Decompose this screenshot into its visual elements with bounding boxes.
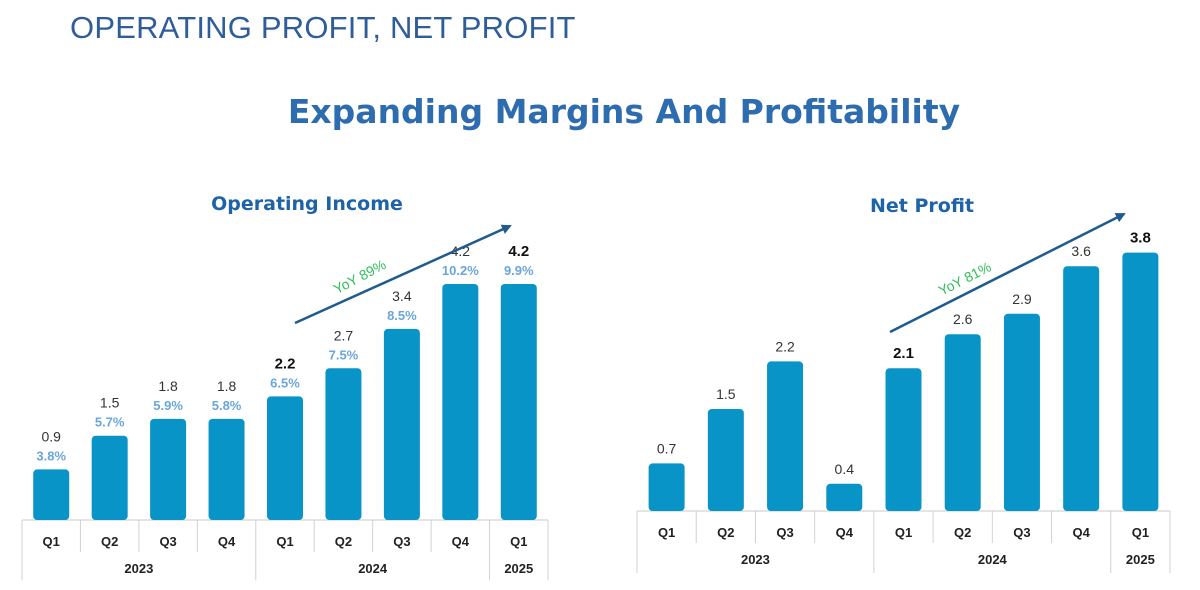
tick-label: Q2: [101, 534, 118, 549]
tick-label: Q3: [393, 534, 410, 549]
trend-arrow: [889, 212, 1126, 334]
value-label: 1.8: [158, 378, 178, 394]
bar-q1-0: [33, 469, 70, 520]
value-label: 3.8: [1130, 230, 1151, 247]
year-label: 2024: [978, 552, 1008, 567]
tick-label: Q3: [1013, 525, 1030, 540]
bar-q3-6: [383, 328, 420, 520]
year-label: 2025: [504, 561, 533, 576]
margin-label: 5.8%: [212, 398, 242, 413]
year-label: 2024: [358, 561, 388, 576]
page-title: Expanding Margins And Profitability: [287, 92, 961, 131]
bar-q2-5: [325, 368, 362, 520]
value-label: 1.5: [716, 386, 736, 402]
bar-q1-0: [648, 463, 685, 511]
yoy-annotation: YoY 89%: [331, 256, 389, 297]
value-label: 0.9: [41, 428, 61, 444]
yoy-annotation: YoY 81%: [936, 259, 994, 299]
tick-label: Q1: [43, 534, 60, 549]
tick-label: Q2: [335, 534, 352, 549]
page-header: OPERATING PROFIT, NET PROFIT: [70, 10, 576, 45]
chart-title: Operating Income: [211, 193, 403, 215]
value-label: 2.1: [893, 345, 914, 362]
tick-label: Q1: [895, 525, 912, 540]
margin-label: 7.5%: [329, 347, 359, 362]
bar-q3-2: [150, 418, 187, 520]
bar-q4-7: [442, 283, 479, 520]
year-label: 2023: [741, 552, 770, 567]
bar-q4-3: [826, 483, 863, 511]
value-label: 3.6: [1071, 243, 1091, 259]
value-label: 2.2: [775, 338, 795, 354]
bar-q1-8: [1122, 252, 1159, 511]
bar-q4-7: [1063, 266, 1100, 511]
value-label: 2.2: [275, 355, 296, 372]
tick-label: Q4: [836, 525, 854, 540]
value-label: 4.2: [508, 243, 529, 260]
bar-q1-4: [267, 396, 303, 520]
tick-label: Q4: [1072, 525, 1090, 540]
bar-q1-8: [500, 283, 537, 520]
tick-label: Q4: [218, 534, 236, 549]
chart-net-profit: Net Profit 0.7 Q1 1.5 Q2 2.2 Q3 0.4 Q4 2.1 Q1 2.6 Q2…: [636, 195, 1171, 573]
value-label: 1.8: [217, 378, 237, 394]
bar-q2-1: [91, 435, 128, 520]
bar-q4-3: [208, 418, 245, 520]
tick-label: Q3: [159, 534, 176, 549]
margin-label: 5.7%: [95, 415, 125, 430]
value-label: 2.7: [334, 327, 354, 343]
tick-label: Q4: [452, 534, 470, 549]
tick-label: Q2: [717, 525, 734, 540]
tick-label: Q1: [1132, 525, 1149, 540]
trend-arrow: [294, 224, 512, 325]
value-label: 2.6: [953, 311, 973, 327]
tick-label: Q3: [776, 525, 793, 540]
margin-label: 5.9%: [153, 398, 183, 413]
margin-label: 9.9%: [504, 263, 534, 278]
bar-q2-5: [944, 334, 981, 511]
value-label: 0.4: [835, 461, 855, 477]
margin-label: 3.8%: [36, 448, 66, 463]
year-label: 2025: [1126, 552, 1155, 567]
margin-label: 6.5%: [270, 375, 300, 390]
tick-label: Q2: [954, 525, 971, 540]
margin-label: 10.2%: [442, 263, 479, 278]
value-label: 3.4: [392, 288, 412, 304]
bar-q3-6: [1003, 313, 1040, 511]
bar-q1-4: [885, 368, 922, 511]
tick-label: Q1: [510, 534, 527, 549]
tick-label: Q1: [658, 525, 675, 540]
year-label: 2023: [124, 561, 153, 576]
margin-label: 8.5%: [387, 308, 417, 323]
bar-q2-1: [707, 409, 744, 511]
tick-label: Q1: [276, 534, 293, 549]
value-label: 1.5: [100, 395, 120, 411]
value-label: 2.9: [1012, 291, 1032, 307]
chart-title: Net Profit: [870, 195, 974, 217]
bar-q3-2: [767, 361, 804, 511]
chart-operating-income: Operating Income 3.8% 0.9 Q1 5.7% 1.5 Q2 5.9% 1.…: [21, 193, 549, 580]
value-label: 0.7: [657, 440, 677, 456]
